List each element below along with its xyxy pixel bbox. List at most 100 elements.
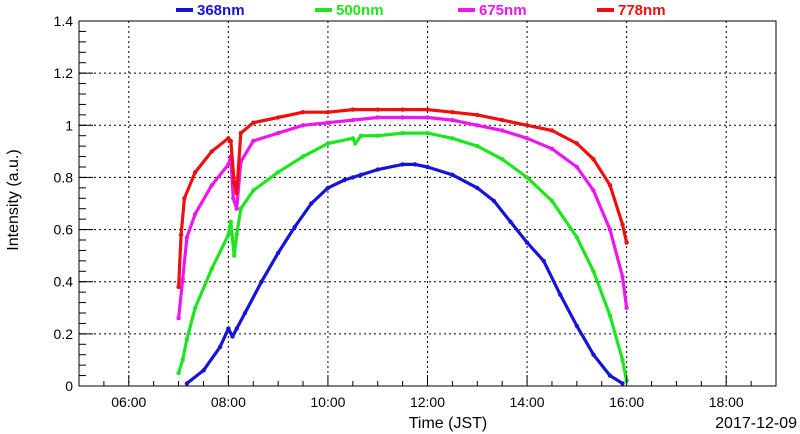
data-point (180, 357, 185, 363)
data-point (475, 185, 480, 191)
series-line (177, 131, 629, 383)
data-point (230, 334, 235, 339)
data-point (292, 224, 297, 230)
x-tick-label: 18:00 (709, 394, 744, 410)
data-point (500, 128, 505, 133)
y-tick-label: 0.6 (54, 222, 74, 238)
tick-labels: 06:00 08:00 10:00 12:00 14:00 16:00 18:00 0 0.2 0… (54, 13, 744, 410)
y-tick-label: 0 (65, 378, 73, 394)
data-point (425, 107, 430, 112)
data-point (375, 107, 380, 112)
data-point (620, 357, 625, 363)
legend-label: 675nm (479, 2, 527, 19)
data-point (232, 180, 237, 185)
y-tick-label: 1.4 (54, 13, 74, 29)
x-tick-label: 16:00 (609, 394, 644, 410)
data-point (500, 117, 505, 123)
series-368nm (184, 162, 625, 386)
data-point (176, 316, 181, 321)
data-point (450, 117, 455, 123)
data-point (541, 258, 546, 264)
legend-label: 368nm (197, 2, 245, 19)
data-point (358, 172, 364, 177)
x-tick-label: 08:00 (211, 394, 246, 410)
data-point (375, 167, 380, 172)
data-point (228, 138, 233, 144)
data-point (300, 123, 306, 128)
x-axis-label: Time (JST) (409, 415, 488, 432)
legend-label: 500nm (336, 2, 384, 19)
data-point (574, 323, 580, 329)
data-point (201, 368, 206, 373)
grid (79, 21, 776, 386)
data-point (176, 284, 181, 290)
data-point (524, 136, 530, 141)
x-tick-label: 14:00 (510, 394, 545, 410)
data-point (450, 136, 455, 141)
data-point (358, 133, 364, 138)
data-point (574, 235, 580, 240)
data-point (591, 157, 596, 162)
y-tick-label: 1 (65, 117, 73, 133)
data-point (425, 115, 430, 120)
series-line (177, 115, 629, 320)
data-point (591, 188, 596, 193)
data-point (624, 305, 629, 310)
data-point (231, 196, 236, 201)
data-point (178, 232, 184, 237)
data-point (193, 305, 198, 310)
series-500nm (176, 130, 629, 383)
data-point (176, 370, 181, 376)
data-point (353, 141, 358, 146)
data-point (450, 172, 455, 177)
data-point (549, 128, 555, 133)
axis-ticks (78, 20, 777, 387)
data-point (184, 336, 190, 342)
data-point (607, 227, 613, 232)
data-point (350, 136, 355, 141)
data-point (350, 175, 355, 180)
data-point (624, 240, 629, 245)
data-point (226, 162, 231, 167)
x-tick-label: 12:00 (410, 394, 445, 410)
data-point (232, 253, 237, 258)
data-point (524, 175, 530, 180)
data-point (209, 266, 214, 271)
data-point (275, 250, 281, 256)
data-point (620, 222, 625, 227)
data-point (607, 373, 613, 378)
data-point (193, 211, 198, 217)
data-point (342, 177, 347, 183)
data-point (549, 198, 555, 204)
data-point (607, 313, 613, 318)
data-point (234, 206, 239, 211)
data-point (226, 232, 231, 237)
legend: 368nm 500nm 675nm 778nm (176, 2, 666, 19)
data-point (275, 115, 281, 120)
data-point (508, 219, 513, 224)
data-point (325, 141, 331, 146)
series-line (177, 108, 629, 289)
data-point (591, 269, 596, 274)
data-point (524, 123, 530, 128)
data-point (184, 235, 190, 240)
legend-label: 778nm (618, 2, 666, 19)
data-point (500, 157, 505, 162)
data-point (607, 183, 613, 188)
data-point (425, 164, 430, 170)
data-point (259, 279, 264, 284)
data-point (325, 120, 331, 125)
data-point (238, 130, 243, 136)
data-point (182, 196, 187, 201)
data-point (193, 170, 198, 175)
data-point (524, 240, 530, 245)
data-point (549, 146, 555, 151)
data-point (574, 141, 580, 146)
data-point (238, 206, 243, 211)
data-point (558, 292, 563, 297)
x-tick-label: 06:00 (111, 394, 146, 410)
data-point (234, 190, 239, 196)
data-point (425, 130, 430, 136)
data-point (475, 143, 480, 149)
